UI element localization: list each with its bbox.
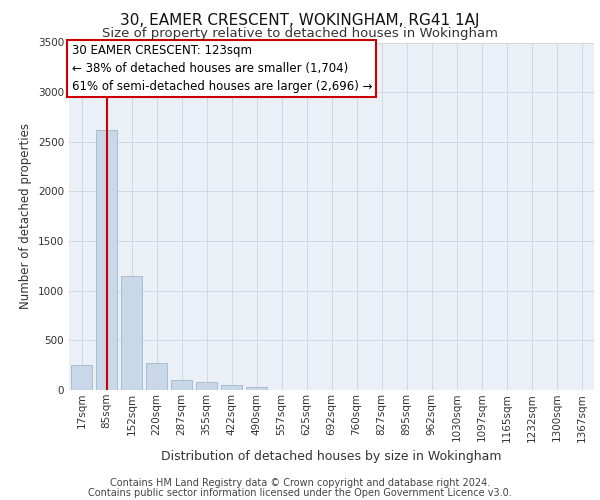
Text: Contains HM Land Registry data © Crown copyright and database right 2024.: Contains HM Land Registry data © Crown c… bbox=[110, 478, 490, 488]
Bar bbox=[146, 362, 167, 390]
Bar bbox=[246, 387, 267, 390]
Bar bbox=[196, 382, 217, 390]
Text: 30, EAMER CRESCENT, WOKINGHAM, RG41 1AJ: 30, EAMER CRESCENT, WOKINGHAM, RG41 1AJ bbox=[120, 12, 480, 28]
Bar bbox=[171, 380, 192, 390]
Text: Size of property relative to detached houses in Wokingham: Size of property relative to detached ho… bbox=[102, 28, 498, 40]
Text: 30 EAMER CRESCENT: 123sqm
← 38% of detached houses are smaller (1,704)
61% of se: 30 EAMER CRESCENT: 123sqm ← 38% of detac… bbox=[71, 44, 372, 93]
Y-axis label: Number of detached properties: Number of detached properties bbox=[19, 123, 32, 309]
Bar bbox=[121, 276, 142, 390]
X-axis label: Distribution of detached houses by size in Wokingham: Distribution of detached houses by size … bbox=[161, 450, 502, 463]
Bar bbox=[71, 365, 92, 390]
Bar bbox=[221, 385, 242, 390]
Bar bbox=[96, 130, 117, 390]
Text: Contains public sector information licensed under the Open Government Licence v3: Contains public sector information licen… bbox=[88, 488, 512, 498]
